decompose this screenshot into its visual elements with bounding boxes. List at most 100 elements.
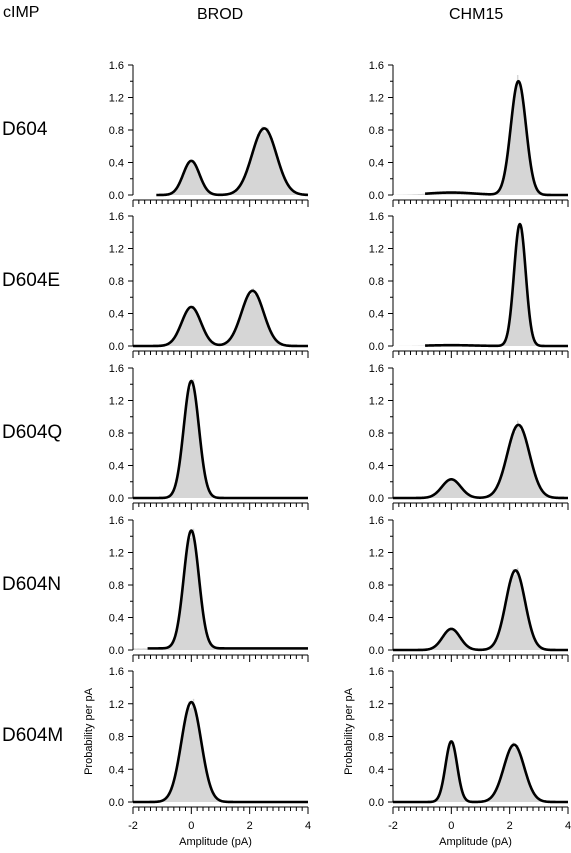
y-tick-label: 0.0 <box>369 645 384 657</box>
histogram-bars <box>393 567 568 650</box>
x-tick-label: 4 <box>305 820 311 832</box>
y-tick-label: 0.8 <box>369 732 384 744</box>
y-tick-label: 1.6 <box>109 666 124 678</box>
y-tick-label: 0.8 <box>109 125 124 137</box>
y-tick-label: 0.0 <box>109 341 124 353</box>
y-tick-label: 1.6 <box>109 363 124 375</box>
histogram-bars <box>133 126 308 195</box>
y-tick-label: 0.0 <box>109 190 124 202</box>
fit-curve <box>155 127 309 197</box>
y-tick-label: 1.6 <box>369 363 384 375</box>
x-tick-label: 4 <box>565 820 571 832</box>
y-tick-label: 0.8 <box>109 732 124 744</box>
row-header-label: cIMP <box>3 4 40 21</box>
y-tick-label: 0.4 <box>109 461 124 473</box>
panel-d604q-chm15: 0.0 0.4 0.8 1.2 1.6 <box>369 363 569 510</box>
y-tick-label: 0.8 <box>369 125 384 137</box>
panel-d604-brod: 0.0 0.4 0.8 1.2 1.6 <box>109 60 309 207</box>
y-tick-label: 1.2 <box>109 244 124 256</box>
histogram-bars <box>393 741 568 802</box>
y-tick-label: 0.8 <box>109 580 124 592</box>
y-tick-label: 0.0 <box>369 190 384 202</box>
y-axis-label: Probability per pA <box>83 687 95 774</box>
panel-d604q-brod: 0.0 0.4 0.8 1.2 1.6 <box>109 363 309 510</box>
y-axis-label: Probability per pA <box>343 687 355 774</box>
y-tick-label: 1.2 <box>109 699 124 711</box>
y-tick-label: 1.2 <box>369 244 384 256</box>
y-tick-label: 1.2 <box>369 396 384 408</box>
y-tick-label: 0.0 <box>369 341 384 353</box>
x-tick-label: 0 <box>188 820 194 832</box>
panel-d604m-brod: 0.0 0.4 0.8 1.2 1.6 -2 0 2 4 Amplitude (pA) Probab… <box>83 666 311 848</box>
y-tick-label: 0.8 <box>369 428 384 440</box>
y-tick-label: 0.8 <box>369 580 384 592</box>
fit-curve <box>132 379 309 500</box>
fit-curve <box>146 529 309 650</box>
panel-d604-chm15: 0.0 0.4 0.8 1.2 1.6 <box>369 60 569 207</box>
y-tick-label: 0.8 <box>369 276 384 288</box>
x-tick-label: -2 <box>128 820 138 832</box>
y-tick-label: 1.2 <box>109 396 124 408</box>
y-tick-label: 1.2 <box>369 699 384 711</box>
row-label-d604e: D604E <box>2 270 61 291</box>
row-label-d604n: D604N <box>2 574 62 595</box>
y-tick-label: 1.6 <box>369 666 384 678</box>
fit-curve <box>132 700 309 804</box>
y-tick-label: 0.8 <box>109 428 124 440</box>
y-tick-label: 0.0 <box>369 493 384 505</box>
y-tick-label: 0.0 <box>369 797 384 809</box>
y-tick-label: 0.4 <box>109 764 124 776</box>
fit-curve <box>424 79 569 197</box>
panel-d604e-chm15: 0.0 0.4 0.8 1.2 1.6 <box>369 211 569 358</box>
y-tick-label: 1.6 <box>109 211 124 223</box>
fit-curve <box>132 289 309 348</box>
y-tick-label: 0.8 <box>109 276 124 288</box>
fit-curve <box>392 740 569 804</box>
row-label-d604: D604 <box>2 119 48 140</box>
y-tick-label: 1.6 <box>369 60 384 72</box>
y-tick-label: 0.0 <box>109 493 124 505</box>
y-tick-label: 1.6 <box>369 211 384 223</box>
column-header-chm15: CHM15 <box>449 6 504 23</box>
y-tick-label: 0.4 <box>369 461 384 473</box>
y-tick-label: 0.0 <box>109 797 124 809</box>
y-tick-label: 0.4 <box>109 158 124 170</box>
column-header-brod: BROD <box>197 6 244 23</box>
y-tick-label: 1.6 <box>109 515 124 527</box>
fit-curve <box>424 222 569 348</box>
x-tick-label: 2 <box>507 820 513 832</box>
y-tick-label: 0.4 <box>369 309 384 321</box>
y-tick-label: 1.2 <box>109 548 124 560</box>
y-tick-label: 0.4 <box>109 613 124 625</box>
histogram-bars <box>133 379 308 498</box>
x-axis-label: Amplitude (pA) <box>179 836 252 848</box>
y-tick-label: 1.2 <box>369 93 384 105</box>
panel-d604m-chm15: 0.0 0.4 0.8 1.2 1.6 -2 0 2 4 Amplitude (pA) Probab… <box>343 666 571 848</box>
histogram-bars <box>133 288 308 346</box>
y-tick-label: 0.4 <box>369 613 384 625</box>
row-label-d604m: D604M <box>2 725 64 746</box>
panel-d604n-brod: 0.0 0.4 0.8 1.2 1.6 <box>109 515 309 662</box>
y-tick-label: 0.0 <box>109 645 124 657</box>
x-tick-label: -2 <box>388 820 398 832</box>
x-tick-label: 2 <box>247 820 253 832</box>
y-tick-label: 1.6 <box>369 515 384 527</box>
histogram-bars <box>393 74 568 195</box>
y-tick-label: 1.6 <box>109 60 124 72</box>
y-tick-label: 1.2 <box>369 548 384 560</box>
x-tick-label: 0 <box>448 820 454 832</box>
histogram-bars <box>133 528 308 650</box>
y-tick-label: 1.2 <box>109 93 124 105</box>
y-tick-label: 0.4 <box>369 158 384 170</box>
row-label-d604q: D604Q <box>2 422 63 443</box>
y-tick-label: 0.4 <box>369 764 384 776</box>
panel-d604n-chm15: 0.0 0.4 0.8 1.2 1.6 <box>369 515 569 662</box>
fit-curve <box>392 569 569 652</box>
y-tick-label: 0.4 <box>109 309 124 321</box>
histogram-bars <box>133 698 308 802</box>
panel-d604e-brod: 0.0 0.4 0.8 1.2 1.6 <box>109 211 309 358</box>
x-axis-label: Amplitude (pA) <box>439 836 512 848</box>
fit-curve <box>392 423 569 500</box>
histogram-bars <box>393 420 568 498</box>
